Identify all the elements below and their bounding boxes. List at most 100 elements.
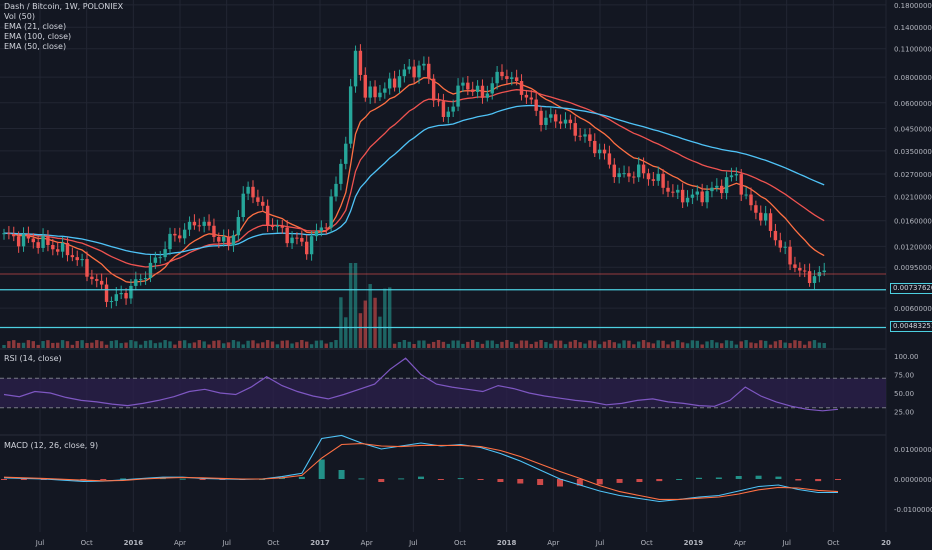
- candle-body: [95, 279, 99, 281]
- macd-histogram-bar: [477, 479, 484, 480]
- time-tick-label: 20: [881, 539, 891, 547]
- candle-body: [275, 225, 280, 227]
- candle-body: [514, 77, 519, 82]
- volume-bar: [563, 344, 568, 348]
- indicator-ema-50[interactable]: EMA (50, close): [4, 42, 67, 51]
- candle-body: [231, 235, 236, 246]
- candle-body: [182, 229, 187, 239]
- rsi-title[interactable]: RSI (14, close): [4, 354, 62, 363]
- volume-bar: [524, 340, 529, 348]
- volume-bar: [627, 340, 631, 348]
- volume-bar: [632, 344, 636, 348]
- time-tick-label: Oct: [827, 539, 839, 547]
- volume-bar: [353, 263, 358, 348]
- candle-body: [705, 191, 709, 203]
- candle-body: [788, 246, 792, 265]
- candle-body: [759, 212, 763, 221]
- macd-histogram-bar: [735, 476, 742, 479]
- candle-body: [261, 201, 265, 206]
- candle-body: [568, 119, 573, 124]
- volume-bar: [119, 343, 123, 348]
- candle-body: [138, 279, 143, 281]
- time-tick-label: 2016: [124, 539, 144, 547]
- candle-body: [578, 135, 582, 137]
- ema-lines: [3, 77, 825, 284]
- volume-bar: [70, 344, 75, 348]
- volume-bar: [168, 341, 172, 348]
- indicator-ema-100[interactable]: EMA (100, close): [4, 32, 72, 41]
- volume-bar: [319, 340, 324, 348]
- volume-bar: [812, 340, 817, 348]
- symbol-title[interactable]: Dash / Bitcoin, 1W, POLONIEX: [4, 2, 124, 11]
- volume-bar: [705, 341, 709, 348]
- volume-bar: [568, 341, 573, 348]
- volume-bar: [607, 340, 612, 348]
- candle-body: [646, 173, 651, 180]
- volume-bar: [436, 340, 441, 348]
- volume-bar: [661, 340, 665, 348]
- candle-body: [7, 233, 11, 235]
- macd-histogram-bar: [279, 477, 285, 479]
- candle-body: [26, 234, 31, 239]
- candle-body: [627, 173, 631, 177]
- candle-body: [168, 233, 172, 250]
- candle-body: [412, 66, 416, 78]
- volume-bar: [246, 340, 250, 348]
- macd-histogram-bar: [537, 479, 544, 485]
- macd-histogram-bar: [616, 479, 623, 483]
- rsi-tick-label: 50.00: [894, 390, 914, 398]
- volume-bar: [788, 343, 792, 348]
- macd-histogram-bar: [179, 478, 186, 480]
- candle-body: [744, 194, 748, 196]
- volume-bar: [138, 344, 143, 348]
- volume-bar: [446, 343, 451, 348]
- candle-body: [651, 179, 656, 181]
- macd-title[interactable]: MACD (12, 26, close, 9): [4, 441, 99, 450]
- volume-bar: [236, 341, 241, 348]
- volume-bar: [553, 340, 558, 348]
- candle-body: [246, 186, 250, 194]
- volume-bar: [739, 341, 743, 348]
- macd-tick-label: 0.00000000: [894, 476, 932, 484]
- candle-body: [676, 189, 680, 193]
- volume-bar: [407, 341, 411, 348]
- candle-body: [70, 255, 75, 258]
- horizontal-price-lines[interactable]: [0, 273, 886, 329]
- volume-bar: [295, 342, 299, 348]
- indicator-vol[interactable]: Vol (50): [4, 12, 35, 21]
- macd-histogram-bar: [120, 478, 127, 480]
- candle-body: [529, 97, 534, 100]
- candle-body: [456, 85, 460, 107]
- candle-body: [236, 217, 241, 236]
- candle-body: [461, 82, 465, 86]
- time-tick-label: 2019: [684, 539, 704, 547]
- candle-body: [46, 235, 50, 245]
- volume-bar: [207, 344, 211, 348]
- rsi-pane: [0, 357, 886, 412]
- candle-body: [798, 267, 802, 271]
- indicator-ema-21[interactable]: EMA (21, close): [4, 22, 67, 31]
- candle-body: [21, 234, 26, 247]
- candle-body: [129, 285, 133, 299]
- candle-body: [300, 237, 304, 242]
- candle-body: [353, 50, 358, 87]
- time-tick-label: Apr: [547, 539, 559, 547]
- volume-bar: [602, 341, 607, 348]
- candle-body: [324, 227, 328, 229]
- volume-bar: [734, 344, 739, 348]
- candle-body: [436, 100, 441, 102]
- volume-bar: [685, 343, 690, 348]
- candle-body: [270, 225, 275, 227]
- volume-bar: [690, 340, 695, 348]
- time-tick-label: Apr: [361, 539, 373, 547]
- candle-body: [143, 277, 148, 280]
- volume-bar: [783, 342, 787, 348]
- volume-bar: [148, 340, 153, 348]
- volume-bar: [636, 341, 641, 348]
- volume-bar: [348, 263, 353, 348]
- candle-body: [773, 230, 778, 241]
